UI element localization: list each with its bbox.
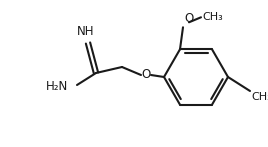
- Text: H₂N: H₂N: [46, 81, 68, 93]
- Text: CH₃: CH₃: [251, 92, 268, 102]
- Text: O: O: [184, 12, 193, 25]
- Text: NH: NH: [77, 25, 95, 38]
- Text: O: O: [142, 69, 151, 81]
- Text: CH₃: CH₃: [202, 12, 223, 22]
